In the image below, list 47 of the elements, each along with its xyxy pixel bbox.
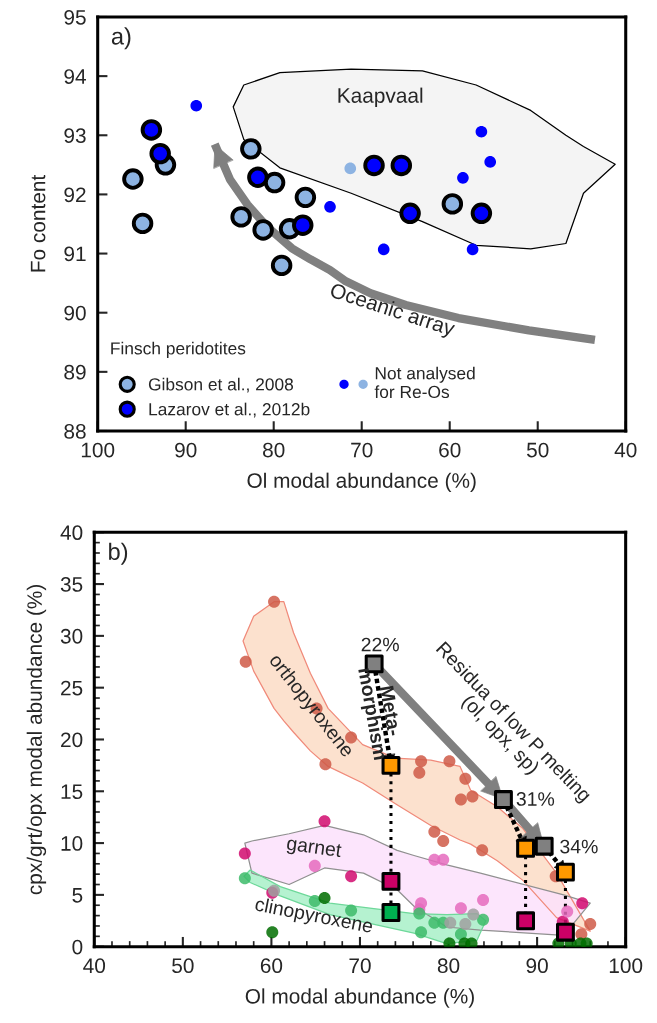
x-tick-label: 80 bbox=[437, 958, 460, 974]
y-tick-label: 40 bbox=[60, 525, 83, 541]
x-tick-label: 100 bbox=[609, 958, 643, 974]
y-tick-label: 93 bbox=[64, 128, 86, 144]
y-tick-label: 30 bbox=[60, 628, 83, 644]
annotation: 22% bbox=[361, 637, 399, 652]
y-tick-label: 95 bbox=[64, 9, 86, 25]
x-tick-label: 60 bbox=[439, 442, 461, 458]
y-tick-label: 91 bbox=[64, 246, 86, 262]
x-tick-label: 60 bbox=[260, 958, 283, 974]
y-tick-label: 20 bbox=[61, 732, 83, 748]
legend-title: Finsch peridotites bbox=[111, 341, 246, 358]
x-tick-label: 50 bbox=[526, 442, 549, 458]
annotation: Oceanic array bbox=[328, 281, 457, 341]
y-tick-label: 5 bbox=[72, 888, 83, 903]
x-tick-label: 50 bbox=[172, 958, 194, 974]
y-tick-label: 15 bbox=[61, 784, 83, 800]
y-axis-title: cpx/grt/opx modal abundance (%) bbox=[26, 585, 47, 895]
legend-label: Not analysed for Re-Os bbox=[374, 366, 475, 399]
legend-label: Gibson et al., 2008 bbox=[148, 377, 294, 393]
x-tick-label: 40 bbox=[614, 442, 637, 458]
y-tick-label: 35 bbox=[60, 577, 83, 592]
y-axis-title: Fo content bbox=[30, 174, 46, 272]
x-tick-label: 90 bbox=[526, 958, 548, 974]
x-tick-label: 80 bbox=[263, 442, 285, 458]
y-tick-label: 0 bbox=[72, 939, 83, 955]
annotation: Kaapvaal bbox=[338, 87, 423, 108]
x-tick-label: 90 bbox=[175, 442, 197, 458]
annotation: Meta- morphism bbox=[354, 667, 402, 761]
x-axis-title: Ol modal abundance (%) bbox=[245, 988, 474, 1008]
y-tick-label: 25 bbox=[61, 680, 83, 696]
x-tick-label: 40 bbox=[83, 958, 106, 974]
y-tick-label: 88 bbox=[64, 423, 86, 439]
x-axis-title: Ol modal abundance (%) bbox=[247, 472, 476, 493]
legend-label: Lazarov et al., 2012b bbox=[149, 402, 310, 418]
y-tick-label: 94 bbox=[64, 69, 86, 84]
y-tick-label: 90 bbox=[64, 305, 86, 321]
annotation: a) bbox=[111, 27, 131, 50]
y-tick-label: 89 bbox=[64, 364, 86, 380]
x-tick-label: 100 bbox=[81, 442, 115, 458]
annotation: b) bbox=[109, 542, 128, 565]
annotation: garnet bbox=[285, 837, 342, 862]
x-tick-label: 70 bbox=[349, 958, 371, 974]
y-tick-label: 10 bbox=[61, 836, 83, 851]
y-tick-label: 92 bbox=[64, 187, 86, 203]
x-tick-label: 70 bbox=[351, 442, 373, 458]
annotation: 34% bbox=[560, 839, 598, 854]
